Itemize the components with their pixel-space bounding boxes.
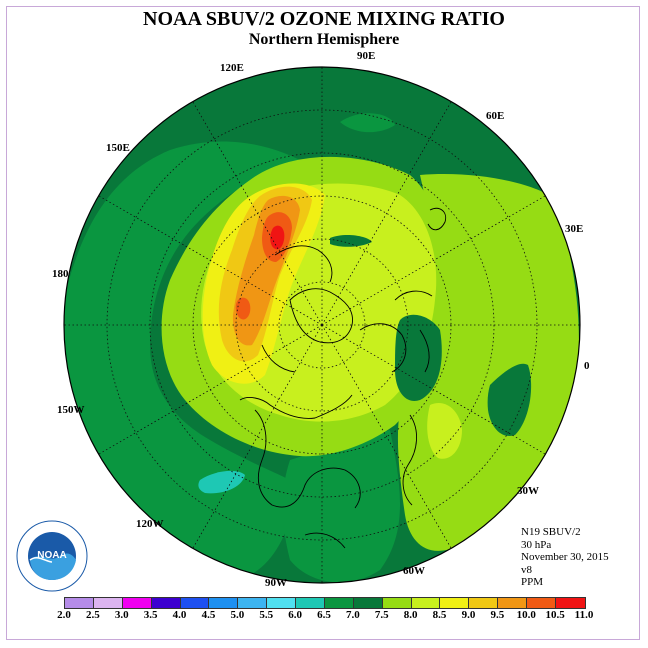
figure-frame [6,6,640,640]
field-10-5 [270,225,285,250]
colorbar-tick-label: 3.5 [143,609,158,621]
coastlines [239,207,447,549]
longitude-label-120e: 120E [220,62,244,74]
colorbar-tick-label: 11.0 [574,609,594,621]
colorbar-swatch [555,598,585,608]
longitude-label-30w: 30W [517,485,539,497]
colorbar-tick-label: 10.0 [516,609,536,621]
longitude-label-60e: 60E [486,110,505,122]
colorbar-swatch [296,598,325,608]
colorbar-tick-label: 3.0 [114,609,129,621]
longitude-label-60w: 60W [403,565,425,577]
colorbar-tick-label: 7.0 [346,609,360,621]
meridians [64,67,580,583]
longitude-label-150w: 150W [57,404,85,416]
longitude-label-180: 180 [52,268,69,280]
colorbar-tick-label: 7.5 [374,609,389,621]
colorbar-tick-label: 6.5 [317,609,331,621]
field-10-0b [235,297,251,320]
colorbar-swatch [440,598,470,608]
colorbar-tick-label: 6.0 [288,609,302,621]
colorbar-tick-label: 9.5 [490,609,505,621]
colorbar-tick-label: 8.5 [432,609,447,621]
field-dark-east [395,314,442,401]
colorbar-tick-label: 10.5 [545,609,565,621]
colorbar-tick-label: 5.5 [259,609,274,621]
colorbar-swatch [324,598,354,608]
colorbar-tick-label: 8.0 [403,609,418,621]
map-title: NOAA SBUV/2 OZONE MIXING RATIO [143,8,505,30]
colorbar-swatch [353,598,383,608]
colorbar-swatch [238,598,268,608]
longitude-label-90w: 90W [265,577,287,589]
longitude-label-30e: 30E [565,223,584,235]
colorbar [64,597,586,609]
longitude-label-90e: 90E [357,50,376,62]
logo-text: NOAA [37,550,66,561]
colorbar-swatch [122,598,152,608]
units-label: PPM [521,576,544,588]
longitude-label-0: 0 [584,360,590,372]
colorbar-swatch [498,598,527,608]
colorbar-tick-label: 5.0 [230,609,245,621]
date-label: November 30, 2015 [521,551,609,563]
colorbar-swatch [180,598,210,608]
colorbar-tick-label: 9.0 [461,609,476,621]
colorbar-swatch [469,598,499,608]
map-boundary [63,66,581,584]
colorbar-tick-label: 2.0 [57,609,71,621]
colorbar-tick-label: 2.5 [86,609,100,621]
field-6-5b [282,430,400,583]
field-dark-north [330,235,372,247]
longitude-label-120w: 120W [136,518,164,530]
colorbar-swatch [382,598,412,608]
ozone-field [64,67,580,583]
colorbar-tick-label: 4.0 [172,609,187,621]
colorbar-swatch [209,598,239,608]
field-lime-a [427,402,462,459]
field-cyan [198,470,245,494]
longitude-label-150e: 150E [106,142,130,154]
colorbar-swatch [527,598,556,608]
instrument-label: N19 SBUV/2 [521,526,581,538]
field-6-5 [64,141,300,578]
colorbar-swatch [411,598,441,608]
colorbar-swatch [93,598,123,608]
map-subtitle: Northern Hemisphere [248,31,400,48]
version-label: v8 [521,563,532,576]
field-dark-far-east [487,363,532,436]
colorbar-swatch [151,598,181,608]
colorbar-swatch [267,598,296,608]
info-block: N19 SBUV/2 30 hPa November 30, 2015 v8 P… [521,526,609,589]
noaa-logo: NOAA [16,520,88,592]
colorbar-ticks: 2.0 2.5 3.0 3.5 4.0 4.5 5.0 5.5 6.0 6.5 7.0 7.5 8.0 8… [50,609,610,623]
pressure-level: 30 hPa [521,538,552,551]
colorbar-tick-label: 4.5 [201,609,216,621]
colorbar-swatch [65,598,94,608]
